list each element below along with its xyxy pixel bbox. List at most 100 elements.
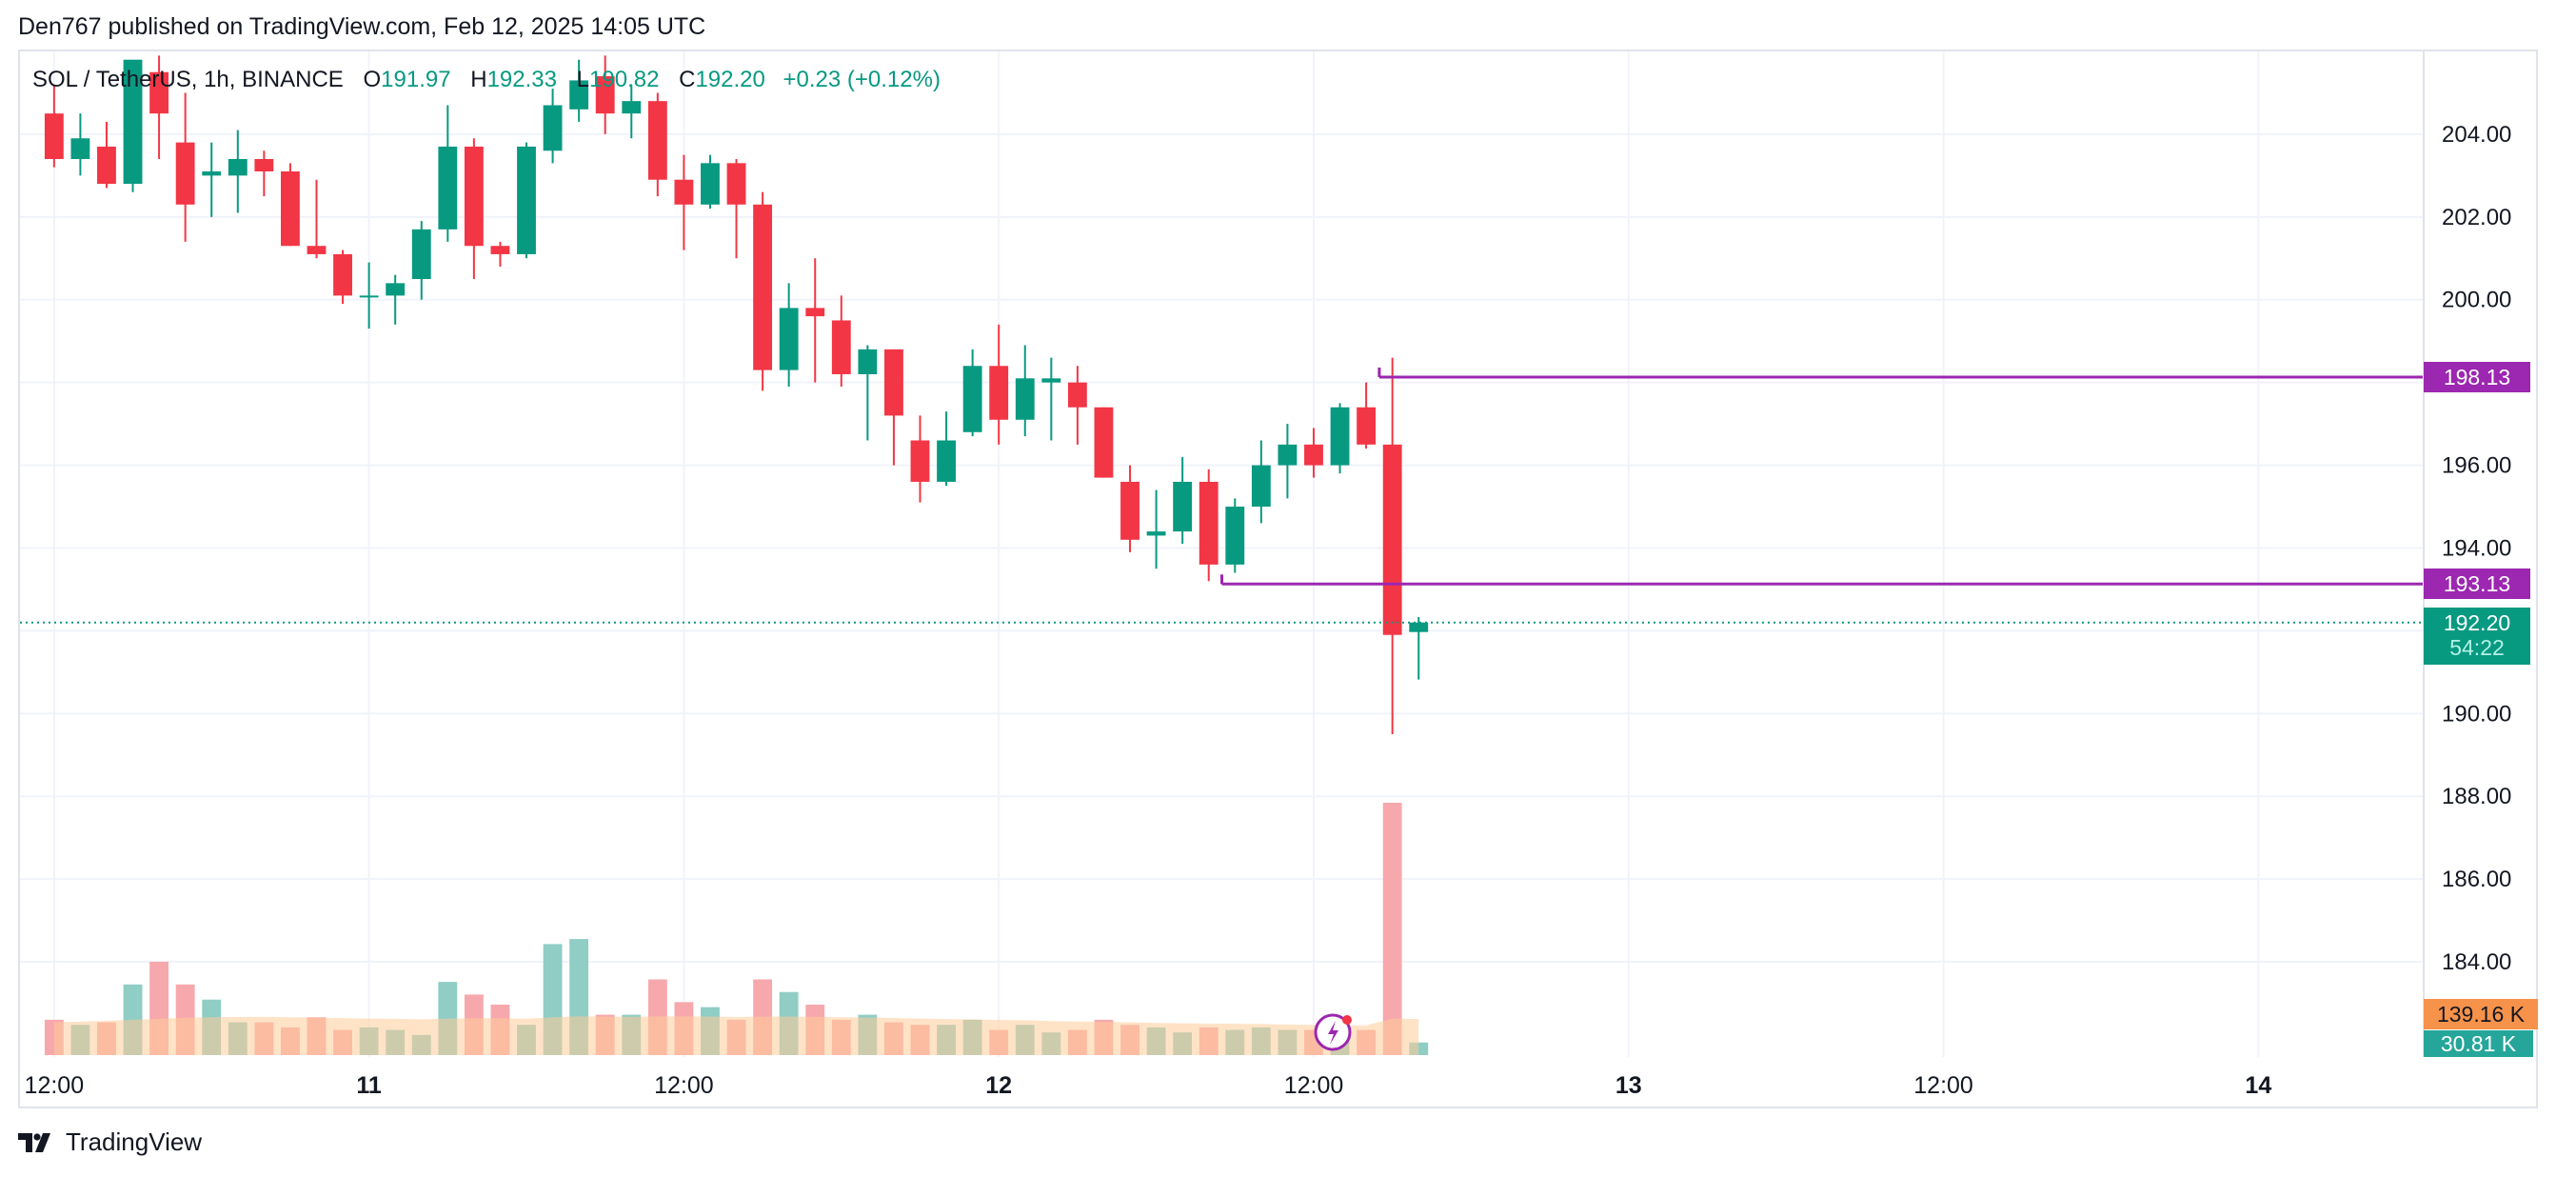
grid-lines (20, 51, 2424, 1057)
footer: TradingView (18, 1127, 202, 1157)
y-tick-label: 204.00 (2442, 122, 2511, 148)
candle-body (464, 146, 484, 247)
y-tick-label: 190.00 (2442, 701, 2511, 727)
candle-body (1015, 378, 1035, 420)
candle-body (123, 59, 143, 185)
candle-body (1357, 407, 1377, 445)
level-price-tag-193: 193.13 (2424, 569, 2530, 600)
candle-body (779, 308, 799, 370)
x-tick-label: 12:00 (1913, 1072, 1973, 1099)
candle-body (490, 246, 510, 254)
volume-ma-area (53, 1016, 1419, 1055)
candle-body (910, 440, 930, 482)
low-value: 190.82 (589, 67, 660, 92)
volume-ma-tag: 139.16 K (2424, 999, 2538, 1029)
candle-body (674, 179, 694, 205)
candle-body (1251, 465, 1271, 508)
candle-body (1409, 622, 1429, 632)
publish-info: Den767 published on TradingView.com, Feb… (18, 13, 706, 40)
candle-body (386, 283, 406, 296)
bar-countdown: 54:22 (2449, 634, 2505, 660)
x-tick-label: 12:00 (654, 1072, 714, 1099)
candle-body (962, 366, 982, 432)
candle-body (175, 142, 195, 205)
candle-body (1146, 531, 1166, 536)
brand-name[interactable]: TradingView (66, 1127, 203, 1156)
candle-body (569, 80, 589, 110)
candle-body (1173, 481, 1193, 532)
last-price-value: 192.20 (2443, 609, 2511, 635)
last-price-tag: 192.20 54:22 (2424, 607, 2530, 665)
candle-body (307, 246, 327, 254)
candle-body (1120, 481, 1139, 540)
candle-body (359, 295, 379, 298)
y-tick-label: 202.00 (2442, 205, 2511, 230)
x-tick-label: 12:00 (1284, 1072, 1344, 1099)
volume-bars (44, 803, 1429, 1055)
y-tick-label: 186.00 (2442, 867, 2511, 892)
candle-body (726, 163, 746, 205)
candles (44, 55, 1429, 735)
low-label: L (576, 67, 590, 92)
candle-body (805, 308, 825, 317)
volume-bar (1382, 803, 1402, 1055)
candle-body (989, 366, 1009, 420)
high-value: 192.33 (486, 67, 557, 92)
candle-body (517, 146, 536, 254)
candle-body (622, 101, 642, 114)
candle-body (70, 138, 90, 159)
y-tick-label: 184.00 (2442, 949, 2511, 975)
chart-legend: SOL / TetherUS, 1h, BINANCE O191.97 H192… (32, 67, 941, 93)
candle-body (1041, 378, 1061, 383)
candle-body (1330, 407, 1350, 466)
candle-body (44, 113, 64, 159)
tradingview-logo-icon[interactable] (18, 1131, 56, 1154)
candle-body (937, 440, 956, 482)
candle-body (858, 349, 878, 374)
candle-body (254, 158, 274, 172)
y-tick-label: 200.00 (2442, 288, 2511, 313)
candle-body (701, 163, 720, 205)
change-value: +0.23 (+0.12%) (783, 67, 941, 92)
symbol-label[interactable]: SOL / TetherUS, 1h, BINANCE (32, 67, 344, 92)
candle-body (149, 71, 169, 114)
x-tick-label: 11 (356, 1072, 382, 1099)
flash-event-icon[interactable] (1314, 1013, 1352, 1051)
candle-body (1304, 444, 1323, 466)
candle-body (1067, 382, 1087, 408)
axes: 184.00186.00188.00190.00192.00194.00196.… (25, 51, 2511, 1099)
candle-body (884, 349, 903, 416)
volume-last-tag: 30.81 K (2424, 1030, 2533, 1057)
candle-body (97, 146, 116, 185)
candle-body (411, 229, 431, 280)
close-value: 192.20 (695, 67, 765, 92)
open-value: 191.97 (381, 67, 451, 92)
chart-frame (18, 50, 2538, 1108)
x-tick-label: 12 (985, 1072, 1012, 1099)
candle-body (1094, 407, 1114, 478)
candle-body (1199, 481, 1219, 565)
y-tick-label: 196.00 (2442, 453, 2511, 479)
open-label: O (363, 67, 382, 92)
y-tick-label: 188.00 (2442, 784, 2511, 809)
candle-body (753, 204, 773, 370)
candle-body (202, 171, 222, 176)
candle-body (647, 101, 667, 180)
candle-body (1382, 444, 1402, 635)
level-lines (20, 368, 2424, 624)
candle-body (333, 253, 352, 296)
candle-body (1225, 507, 1245, 565)
x-tick-label: 12:00 (25, 1072, 85, 1099)
candle-body (543, 105, 563, 151)
candle-body (228, 158, 248, 176)
y-tick-label: 194.00 (2442, 535, 2511, 561)
candle-body (438, 146, 458, 229)
candle-body (595, 76, 615, 114)
candle-body (831, 320, 851, 374)
high-label: H (470, 67, 487, 92)
close-label: C (679, 67, 696, 92)
candle-body (281, 171, 300, 247)
candle-body (1278, 444, 1298, 466)
x-tick-label: 13 (1615, 1072, 1642, 1099)
